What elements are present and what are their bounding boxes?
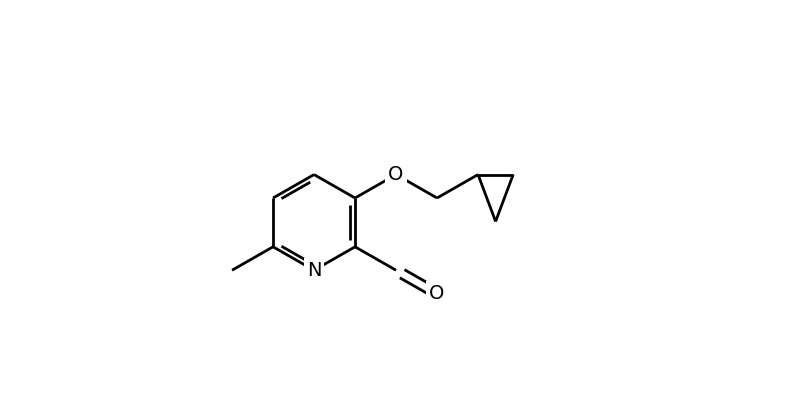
Text: O: O [388,165,404,184]
Text: N: N [306,261,322,280]
Text: O: O [429,284,445,303]
